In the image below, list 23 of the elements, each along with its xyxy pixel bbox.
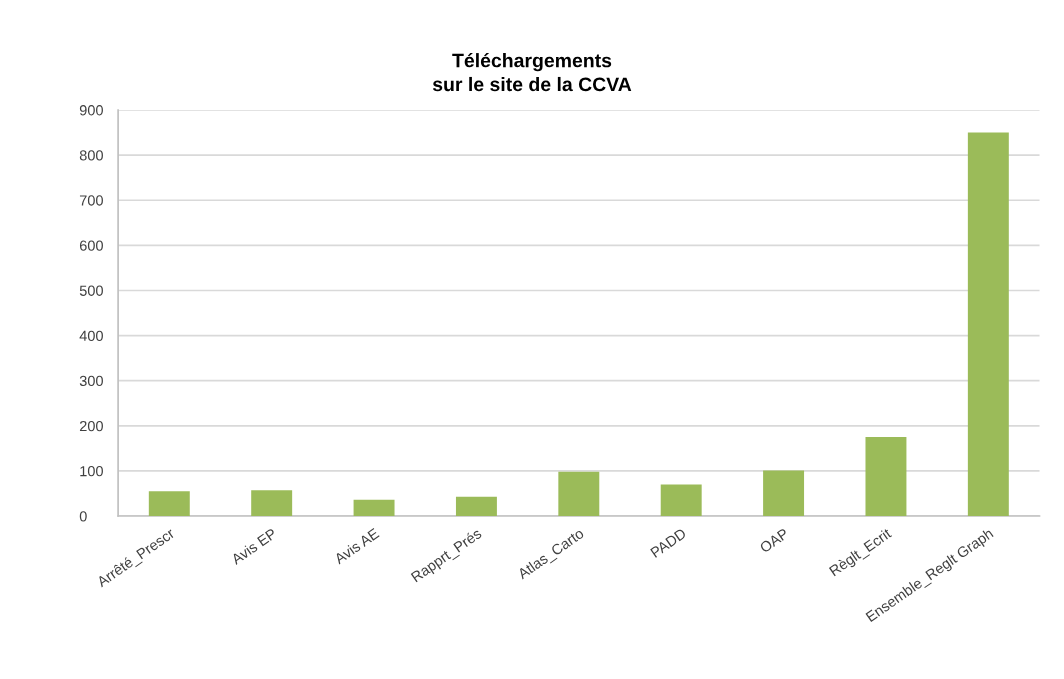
- bar: [660, 484, 702, 517]
- x-tick-label: Avis EP: [230, 527, 278, 566]
- y-tick-label: 0: [79, 511, 87, 522]
- y-tick-label: 600: [79, 240, 103, 251]
- y-tick-label: 100: [80, 466, 103, 477]
- chart-title: Téléchargements sur le site de la CCVA: [432, 52, 632, 92]
- bar: [251, 490, 293, 517]
- x-tick-label: Avis AE: [333, 527, 380, 565]
- y-tick-label: 300: [79, 375, 103, 387]
- y-tick-label: 400: [79, 330, 103, 341]
- bar: [455, 496, 497, 517]
- bar: [967, 132, 1009, 517]
- bar: [865, 437, 907, 517]
- bar: [353, 499, 395, 517]
- y-tick-label: 500: [79, 285, 103, 296]
- bar: [148, 491, 190, 517]
- y-tick-label: 800: [79, 150, 103, 161]
- bar: [763, 470, 805, 517]
- y-tick-label: 900: [79, 105, 103, 116]
- y-tick-label: 200: [79, 420, 103, 432]
- bar: [558, 471, 600, 517]
- y-tick-label: 700: [79, 195, 103, 206]
- x-tick-label: OAP: [759, 527, 790, 554]
